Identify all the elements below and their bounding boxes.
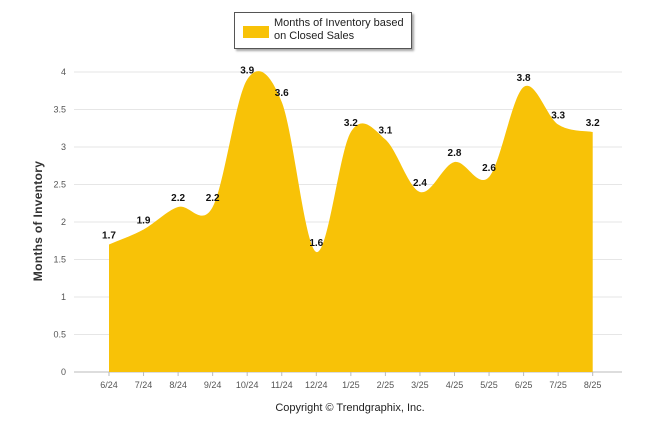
- copyright-text: Copyright © Trendgraphix, Inc.: [275, 402, 425, 414]
- legend: Months of Inventory based on Closed Sale…: [234, 12, 412, 49]
- data-label: 3.9: [240, 66, 254, 77]
- data-label: 3.8: [517, 73, 531, 84]
- x-tick-label: 4/25: [446, 380, 464, 390]
- data-label: 2.2: [206, 193, 220, 204]
- data-label: 2.4: [413, 178, 427, 189]
- y-tick-label: 2.5: [53, 180, 66, 190]
- x-tick-label: 6/25: [515, 380, 533, 390]
- data-label: 2.8: [448, 148, 462, 159]
- data-label: 2.6: [482, 163, 496, 174]
- x-tick-label: 5/25: [480, 380, 498, 390]
- legend-label: Months of Inventory based on Closed Sale…: [274, 17, 404, 42]
- data-label: 2.2: [171, 193, 185, 204]
- area-fill: [109, 71, 593, 372]
- data-label: 1.9: [137, 216, 151, 227]
- data-label: 3.2: [586, 118, 600, 129]
- data-labels: 1.7 1.9 2.2 2.2 3.9 3.6 1.6 3.2 3.1 2.4 2.8 2.6 3.8 3…: [102, 66, 600, 250]
- x-tick-label: 11/24: [271, 380, 293, 390]
- y-tick-label: 1: [61, 292, 66, 302]
- data-label: 1.7: [102, 231, 116, 242]
- data-label: 3.3: [551, 111, 565, 122]
- data-label: 3.2: [344, 118, 358, 129]
- x-tick-label: 7/24: [135, 380, 153, 390]
- x-tick-label: 8/25: [584, 380, 602, 390]
- x-tick-label: 10/24: [236, 380, 259, 390]
- y-tick-label: 0.5: [53, 330, 66, 340]
- y-tick-label: 3: [61, 142, 66, 152]
- x-tick-label: 6/24: [100, 380, 118, 390]
- x-tick-label: 7/25: [549, 380, 567, 390]
- data-label: 3.1: [378, 126, 392, 137]
- x-tick-label: 3/25: [411, 380, 429, 390]
- y-tick-label: 1.5: [53, 255, 66, 265]
- y-axis-ticks: 0 0.5 1 1.5 2 2.5 3 3.5 4: [53, 67, 66, 377]
- y-tick-label: 2: [61, 217, 66, 227]
- x-axis-ticks: 6/24 7/24 8/24 9/24 10/24 11/24 12/24 1/25 2/25 3…: [100, 372, 601, 390]
- y-tick-label: 4: [61, 67, 66, 77]
- data-label: 1.6: [309, 238, 323, 249]
- x-tick-label: 12/24: [305, 380, 328, 390]
- data-label: 3.6: [275, 88, 289, 99]
- x-tick-label: 8/24: [169, 380, 187, 390]
- x-tick-label: 9/24: [204, 380, 222, 390]
- x-tick-label: 1/25: [342, 380, 360, 390]
- y-tick-label: 3.5: [53, 105, 66, 115]
- x-tick-label: 2/25: [377, 380, 395, 390]
- y-tick-label: 0: [61, 367, 66, 377]
- area-series: [109, 71, 593, 372]
- legend-swatch: [243, 26, 269, 38]
- y-axis-title: Months of Inventory: [31, 160, 45, 282]
